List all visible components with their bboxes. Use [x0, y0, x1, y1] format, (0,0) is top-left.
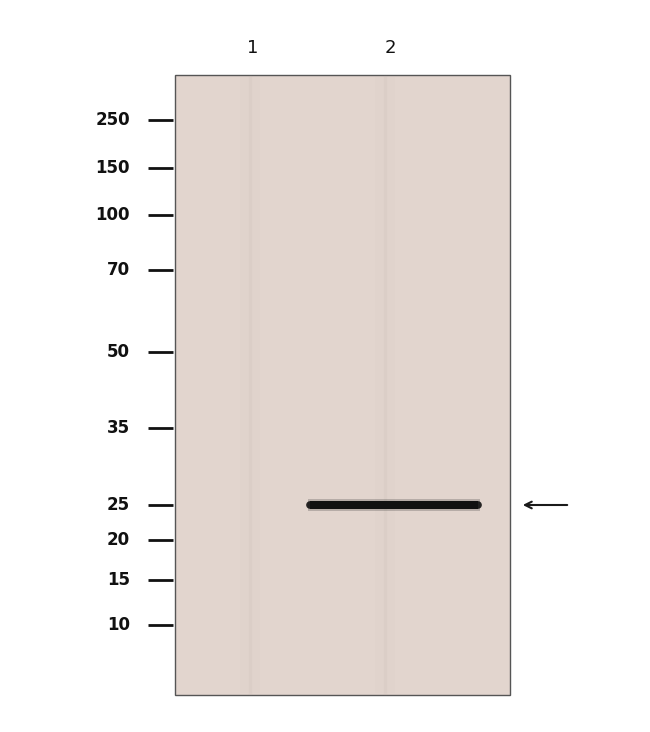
Text: 100: 100: [96, 206, 130, 224]
Bar: [308, 499, 480, 511]
Text: 10: 10: [107, 616, 130, 634]
Text: 150: 150: [96, 159, 130, 177]
Text: 35: 35: [107, 419, 130, 437]
Text: 15: 15: [107, 571, 130, 589]
Text: 2: 2: [384, 39, 396, 57]
Bar: [240, 77, 260, 693]
Bar: [175, 75, 510, 695]
Bar: [375, 77, 395, 693]
Text: 20: 20: [107, 531, 130, 549]
Text: 50: 50: [107, 343, 130, 361]
Text: 25: 25: [107, 496, 130, 514]
Text: 250: 250: [96, 111, 130, 129]
Bar: [310, 501, 478, 509]
Text: 1: 1: [247, 39, 259, 57]
Text: 70: 70: [107, 261, 130, 279]
